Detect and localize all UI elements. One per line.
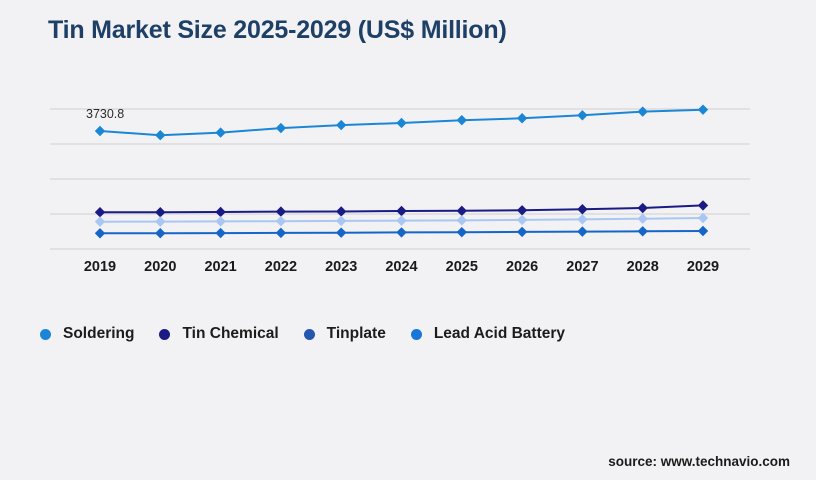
data-point [456, 226, 467, 238]
legend-dot-icon [159, 328, 171, 340]
data-point [94, 125, 106, 137]
data-point [155, 207, 166, 218]
data-point [577, 110, 588, 121]
data-point [155, 228, 166, 239]
data-point [275, 122, 287, 134]
data-point [275, 215, 287, 227]
legend-label: Soldering [63, 325, 135, 342]
data-point [396, 227, 407, 238]
data-point [697, 225, 709, 237]
chart-legend: Soldering Tin Chemical Tinplate Lead Acid B… [40, 325, 565, 343]
data-point [215, 206, 226, 218]
legend-dot-icon [303, 328, 315, 340]
x-axis-label: 2028 [627, 259, 659, 275]
data-point [275, 206, 287, 217]
data-point [456, 114, 467, 126]
data-point [637, 106, 648, 117]
data-point [697, 212, 709, 224]
data-point [215, 227, 226, 239]
data-point [215, 127, 226, 138]
data-point-value-label: 3730.8 [86, 107, 124, 121]
data-point [697, 200, 709, 211]
data-point [215, 216, 226, 227]
data-point [697, 104, 709, 115]
x-axis-label: 2025 [446, 259, 478, 275]
legend-dot-icon [40, 328, 51, 340]
legend-item-tinplate: Tinplate [303, 325, 386, 343]
data-point [637, 213, 648, 224]
data-point [94, 228, 106, 239]
data-point [637, 202, 648, 214]
data-point [155, 216, 166, 227]
data-point [456, 205, 467, 217]
data-point [577, 204, 588, 215]
legend-item-lead-acid-battery: Lead Acid Battery [410, 325, 566, 343]
x-axis-label: 2027 [566, 259, 598, 275]
x-axis-label: 2020 [144, 259, 176, 275]
x-axis-label: 2019 [84, 259, 116, 275]
legend-item-tin-chemical: Tin Chemical [159, 325, 279, 343]
source-credit: source: www.technavio.com [608, 454, 790, 469]
x-axis-label: 2029 [687, 259, 719, 275]
x-axis-label: 2024 [385, 259, 417, 275]
data-point [516, 113, 528, 124]
legend-item-soldering: Soldering [40, 325, 134, 343]
data-point [94, 216, 106, 227]
data-point [577, 214, 588, 225]
data-point [275, 227, 287, 239]
data-point [336, 206, 347, 217]
x-axis-label: 2021 [204, 259, 236, 275]
legend-dot-icon [410, 328, 422, 340]
x-axis-label: 2023 [325, 259, 357, 275]
data-point [516, 214, 528, 226]
data-point [396, 215, 407, 226]
legend-label: Lead Acid Battery [433, 325, 566, 342]
x-axis-label: 2022 [265, 259, 297, 275]
data-point [396, 205, 407, 217]
legend-label: Tinplate [326, 325, 386, 342]
data-point [577, 226, 588, 237]
data-point [396, 117, 407, 129]
data-point [516, 226, 528, 238]
data-point [336, 215, 347, 227]
data-point [637, 226, 648, 237]
data-point [336, 227, 347, 238]
line-chart: 2019 2020 2021 2022 2023 2024 2025 2026 2027 2028… [50, 104, 750, 275]
data-point [336, 119, 347, 131]
chart-title: Tin Market Size 2025-2029 (US$ Million) [48, 16, 507, 44]
data-point [516, 205, 528, 216]
data-point [155, 130, 166, 141]
legend-label: Tin Chemical [182, 325, 279, 342]
data-point [456, 215, 467, 226]
data-point [94, 207, 106, 218]
x-axis-label: 2026 [506, 259, 538, 275]
